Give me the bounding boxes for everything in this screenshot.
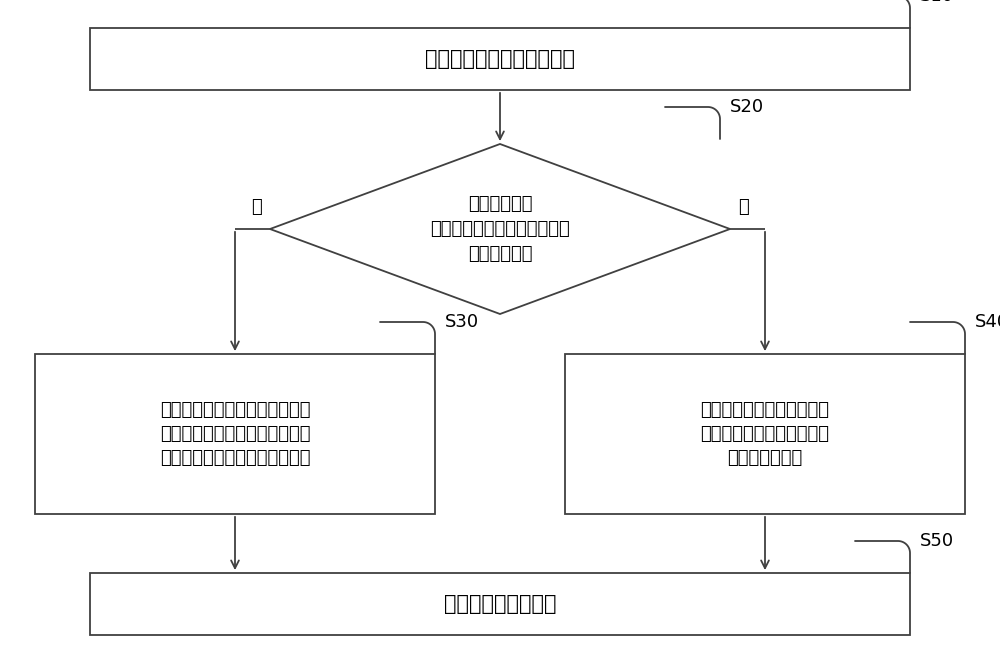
Bar [35,354,435,514]
Bar [90,28,910,90]
Text: 获取本地通讯录的同步数据: 获取本地通讯录的同步数据 [425,49,575,69]
Bar [565,354,965,514]
Text: 根据当前本地全部通讯录数
据，生成本地通讯录全量数
据的待发送队列: 根据当前本地全部通讯录数 据，生成本地通讯录全量数 据的待发送队列 [700,402,830,466]
Text: 否: 否 [738,198,749,216]
Text: 判断所述同步
数据中是否有本地通讯录全量
同步历史记录: 判断所述同步 数据中是否有本地通讯录全量 同步历史记录 [430,195,570,263]
Text: 是: 是 [251,198,262,216]
Text: S20: S20 [730,98,764,116]
Text: 根据所述全量同步历史记录与当
前本地全部通讯录数据，生成本
地通讯录增量数据的待发送队列: 根据所述全量同步历史记录与当 前本地全部通讯录数据，生成本 地通讯录增量数据的待… [160,402,310,466]
Text: S10: S10 [920,0,954,5]
Text: 发送所述待发送队列: 发送所述待发送队列 [444,594,556,614]
Bar [90,573,910,635]
Text: S30: S30 [445,313,479,331]
Polygon shape [270,144,730,314]
Text: S50: S50 [920,532,954,550]
Text: S40: S40 [975,313,1000,331]
